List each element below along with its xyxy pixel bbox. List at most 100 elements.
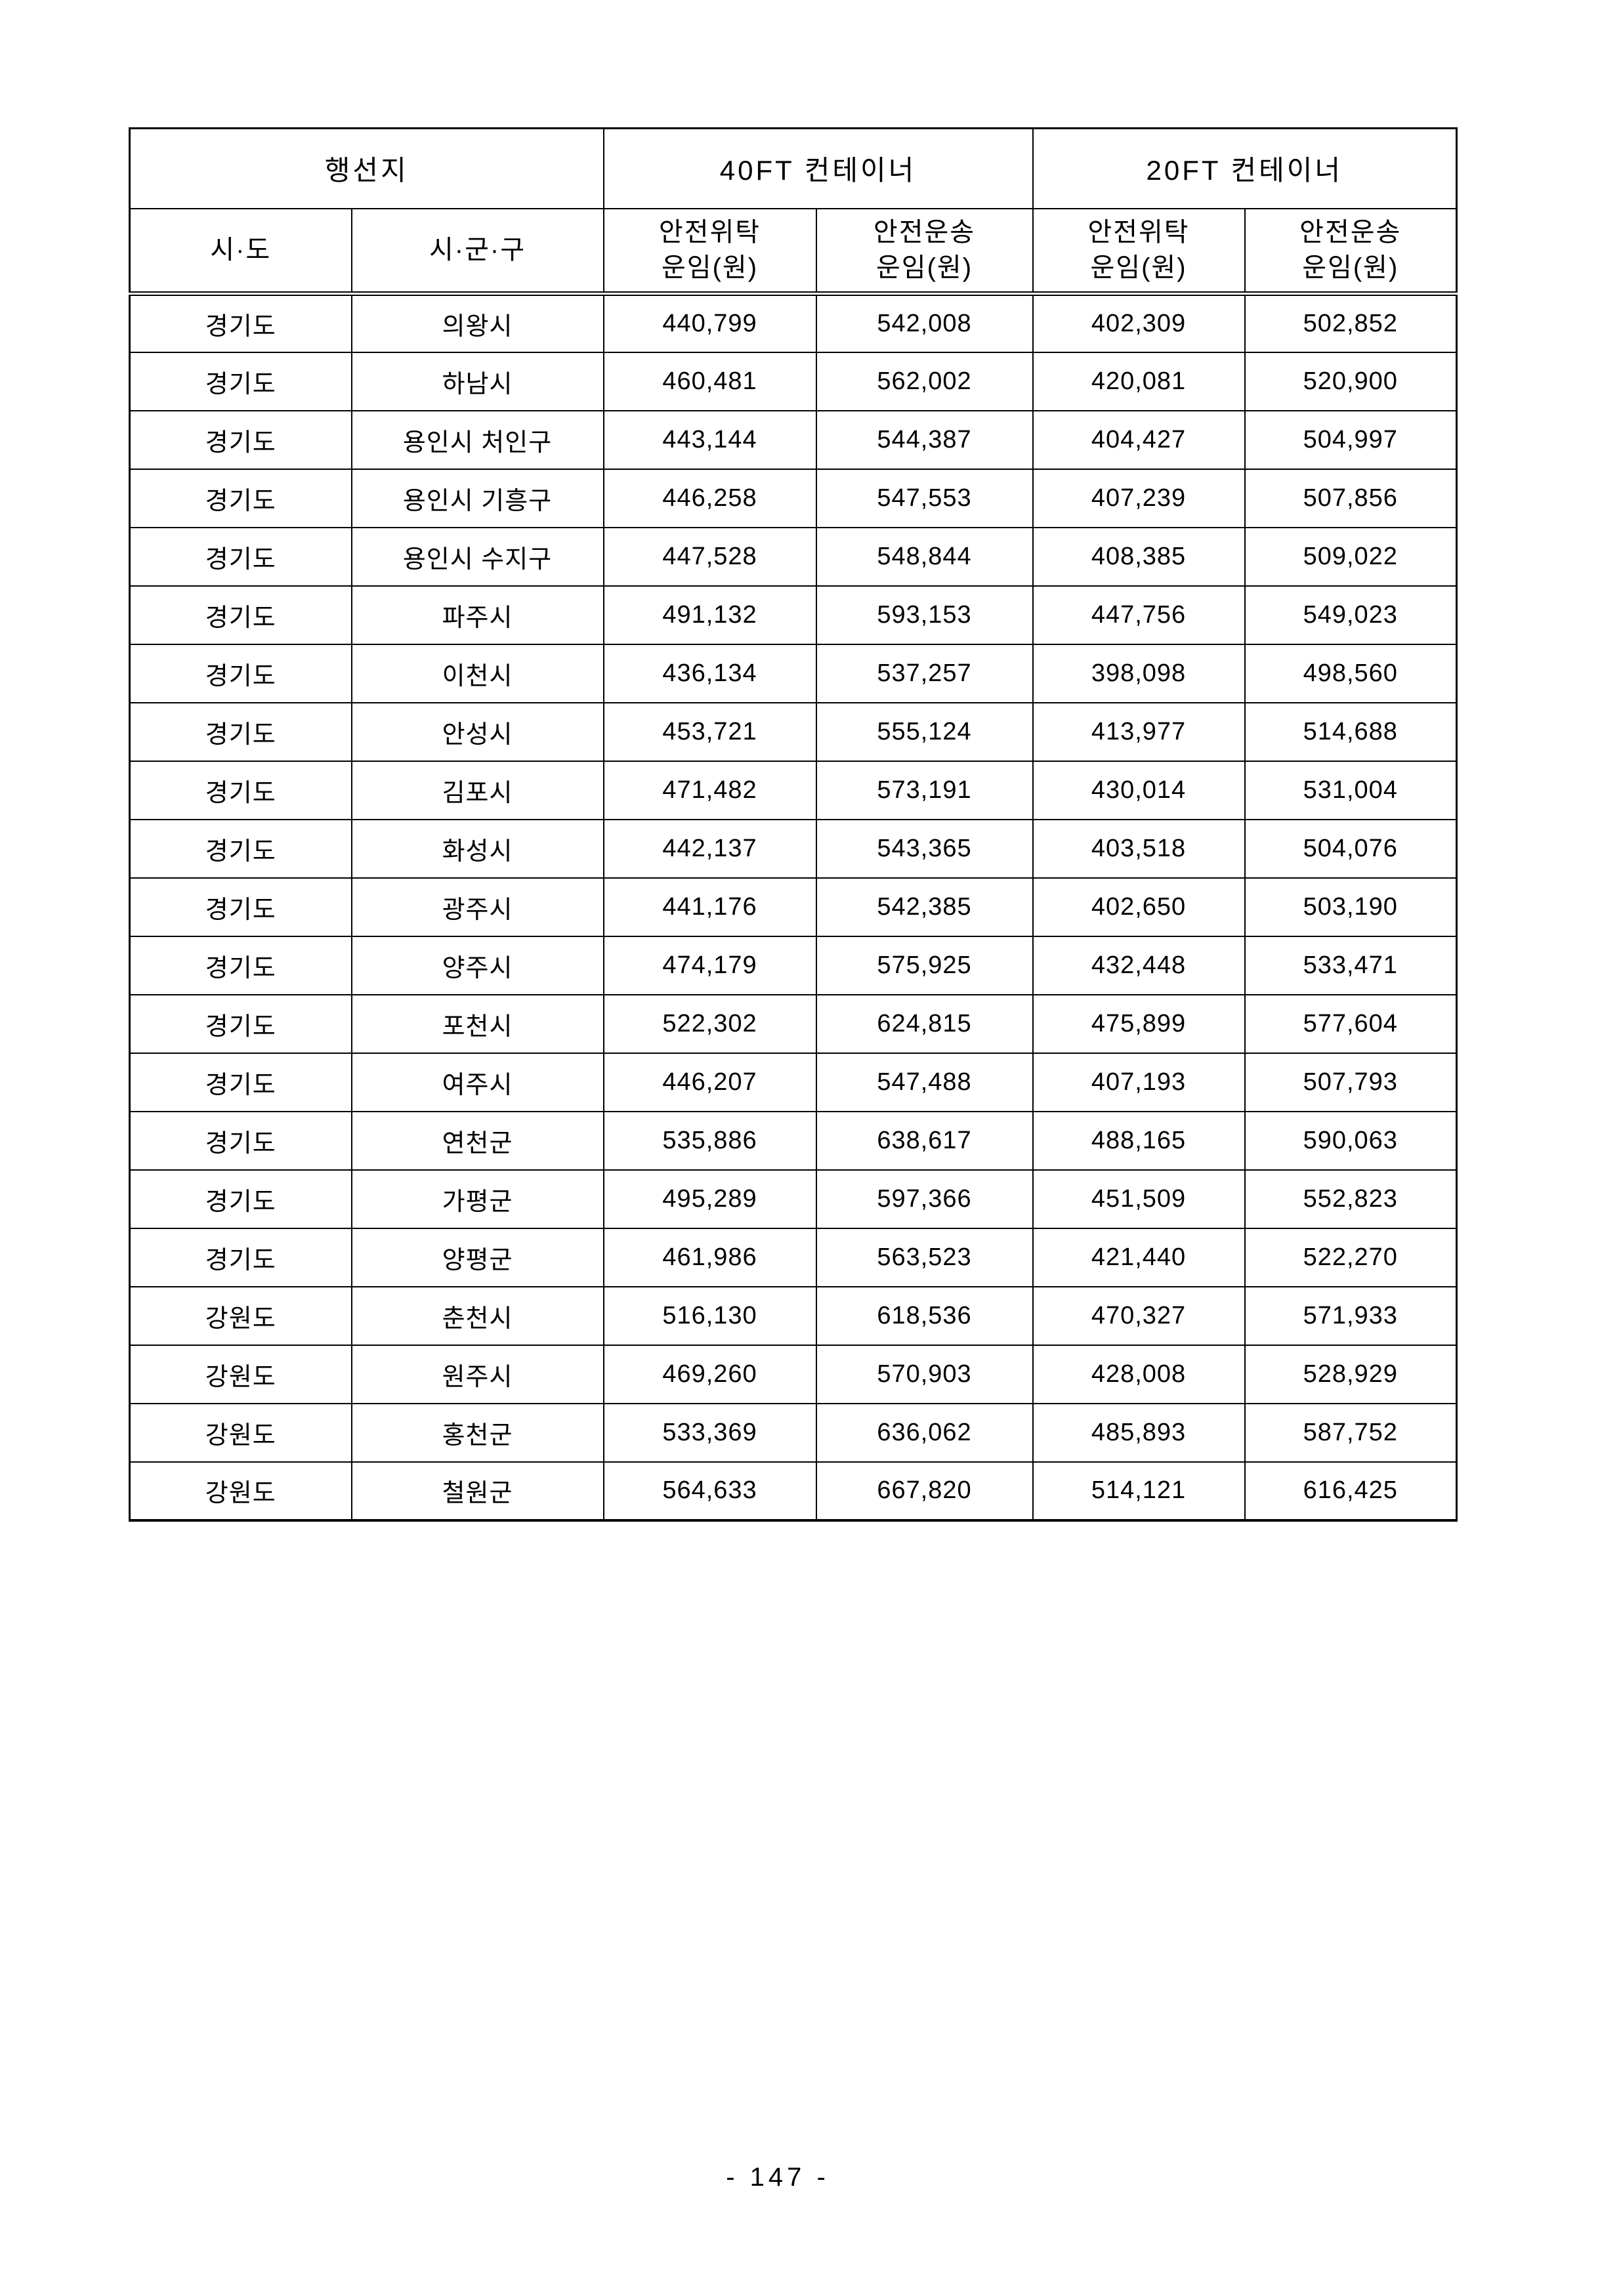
cell-sigungu: 가평군 (350, 1169, 604, 1229)
cell-sigungu: 하남시 (350, 351, 604, 411)
cell-40ft-consign-fare: 460,481 (602, 351, 817, 411)
cell-sigungu: 용인시 기흥구 (350, 468, 604, 528)
cell-20ft-consign-fare: 428,008 (1032, 1344, 1246, 1404)
header-40ft-transport-label: 안전운송 (873, 218, 976, 247)
cell-40ft-consign-fare: 495,289 (602, 1169, 817, 1229)
cell-sido: 경기도 (129, 468, 352, 528)
cell-sigungu: 파주시 (350, 585, 604, 645)
table-row: 경기도 김포시 471,482 573,191 430,014 531,004 (129, 760, 1458, 820)
cell-20ft-transport-fare: 507,793 (1244, 1052, 1458, 1112)
cell-sido: 경기도 (129, 1052, 352, 1112)
cell-sigungu: 양평군 (350, 1227, 604, 1287)
cell-20ft-consign-fare: 430,014 (1032, 760, 1246, 820)
cell-sido: 경기도 (129, 351, 352, 411)
cell-40ft-consign-fare: 461,986 (602, 1227, 817, 1287)
fare-table-body: 경기도 의왕시 440,799 542,008 402,309 502,852 경기도 하남시… (129, 293, 1458, 1521)
cell-20ft-transport-fare: 504,997 (1244, 409, 1458, 470)
header-20ft-group: 20FT 컨테이너 (1032, 127, 1458, 209)
header-20ft-transport-label: 안전운송 (1299, 218, 1402, 247)
header-20ft-consign-unit: 운임(원) (1090, 253, 1187, 283)
cell-20ft-consign-fare: 470,327 (1032, 1285, 1246, 1346)
cell-40ft-consign-fare: 474,179 (602, 935, 817, 995)
cell-40ft-consign-fare: 443,144 (602, 409, 817, 470)
table-row: 경기도 연천군 535,886 638,617 488,165 590,063 (129, 1110, 1458, 1171)
cell-sido: 강원도 (129, 1344, 352, 1404)
table-row: 강원도 원주시 469,260 570,903 428,008 528,929 (129, 1344, 1458, 1404)
cell-40ft-consign-fare: 447,528 (602, 526, 817, 587)
cell-40ft-transport-fare: 593,153 (815, 585, 1034, 645)
cell-40ft-transport-fare: 573,191 (815, 760, 1034, 820)
header-20ft-consign-label: 안전위탁 (1087, 218, 1190, 247)
header-20ft-transport-unit: 운임(원) (1302, 253, 1399, 283)
header-40ft-consign-fare: 안전위탁 운임(원) (602, 207, 817, 296)
table-row: 강원도 춘천시 516,130 618,536 470,327 571,933 (129, 1285, 1458, 1346)
cell-40ft-transport-fare: 618,536 (815, 1285, 1034, 1346)
table-row: 경기도 가평군 495,289 597,366 451,509 552,823 (129, 1169, 1458, 1229)
cell-40ft-consign-fare: 442,137 (602, 818, 817, 879)
table-row: 경기도 용인시 처인구 443,144 544,387 404,427 504,997 (129, 409, 1458, 470)
cell-40ft-transport-fare: 563,523 (815, 1227, 1034, 1287)
cell-40ft-transport-fare: 562,002 (815, 351, 1034, 411)
cell-20ft-transport-fare: 571,933 (1244, 1285, 1458, 1346)
table-row: 강원도 홍천군 533,369 636,062 485,893 587,752 (129, 1402, 1458, 1463)
cell-40ft-transport-fare: 667,820 (815, 1461, 1034, 1521)
cell-20ft-transport-fare: 520,900 (1244, 351, 1458, 411)
cell-20ft-transport-fare: 528,929 (1244, 1344, 1458, 1404)
table-row: 경기도 파주시 491,132 593,153 447,756 549,023 (129, 585, 1458, 645)
cell-sigungu: 의왕시 (350, 293, 604, 353)
cell-20ft-consign-fare: 407,193 (1032, 1052, 1246, 1112)
container-fare-table: 행선지 40FT 컨테이너 20FT 컨테이너 시·도 시·군·구 안전위탁 운… (129, 127, 1458, 1522)
cell-20ft-consign-fare: 432,448 (1032, 935, 1246, 995)
cell-sigungu: 여주시 (350, 1052, 604, 1112)
cell-20ft-consign-fare: 475,899 (1032, 993, 1246, 1054)
cell-sido: 경기도 (129, 1110, 352, 1171)
cell-sigungu: 홍천군 (350, 1402, 604, 1463)
cell-sido: 경기도 (129, 409, 352, 470)
cell-20ft-transport-fare: 498,560 (1244, 643, 1458, 703)
header-40ft-consign-label: 안전위탁 (658, 218, 761, 247)
table-row: 경기도 용인시 기흥구 446,258 547,553 407,239 507,856 (129, 468, 1458, 528)
table-row: 경기도 화성시 442,137 543,365 403,518 504,076 (129, 818, 1458, 879)
cell-sigungu: 용인시 처인구 (350, 409, 604, 470)
cell-40ft-consign-fare: 533,369 (602, 1402, 817, 1463)
cell-20ft-transport-fare: 504,076 (1244, 818, 1458, 879)
table-row: 경기도 양주시 474,179 575,925 432,448 533,471 (129, 935, 1458, 995)
header-40ft-transport-unit: 운임(원) (875, 253, 973, 283)
cell-20ft-transport-fare: 522,270 (1244, 1227, 1458, 1287)
header-sigungu: 시·군·구 (350, 207, 604, 296)
cell-20ft-transport-fare: 533,471 (1244, 935, 1458, 995)
header-40ft-consign-unit: 운임(원) (661, 253, 759, 283)
cell-20ft-transport-fare: 509,022 (1244, 526, 1458, 587)
cell-20ft-consign-fare: 451,509 (1032, 1169, 1246, 1229)
cell-sido: 경기도 (129, 526, 352, 587)
cell-40ft-consign-fare: 491,132 (602, 585, 817, 645)
cell-20ft-consign-fare: 403,518 (1032, 818, 1246, 879)
cell-20ft-consign-fare: 413,977 (1032, 701, 1246, 762)
cell-40ft-consign-fare: 469,260 (602, 1344, 817, 1404)
cell-20ft-consign-fare: 514,121 (1032, 1461, 1246, 1521)
cell-40ft-consign-fare: 471,482 (602, 760, 817, 820)
cell-sido: 경기도 (129, 935, 352, 995)
cell-40ft-transport-fare: 636,062 (815, 1402, 1034, 1463)
cell-sido: 경기도 (129, 993, 352, 1054)
cell-20ft-consign-fare: 398,098 (1032, 643, 1246, 703)
cell-sido: 경기도 (129, 585, 352, 645)
cell-40ft-transport-fare: 537,257 (815, 643, 1034, 703)
cell-sigungu: 김포시 (350, 760, 604, 820)
cell-20ft-consign-fare: 488,165 (1032, 1110, 1246, 1171)
cell-20ft-transport-fare: 549,023 (1244, 585, 1458, 645)
cell-sigungu: 원주시 (350, 1344, 604, 1404)
cell-20ft-transport-fare: 503,190 (1244, 877, 1458, 937)
cell-20ft-consign-fare: 408,385 (1032, 526, 1246, 587)
header-20ft-transport-fare: 안전운송 운임(원) (1244, 207, 1458, 296)
header-40ft-group: 40FT 컨테이너 (602, 127, 1034, 209)
table-header-columns-row: 시·도 시·군·구 안전위탁 운임(원) 안전운송 운임(원) 안전위탁 운임(… (129, 207, 1458, 296)
cell-40ft-transport-fare: 575,925 (815, 935, 1034, 995)
cell-40ft-consign-fare: 440,799 (602, 293, 817, 353)
cell-sigungu: 용인시 수지구 (350, 526, 604, 587)
cell-sido: 강원도 (129, 1461, 352, 1521)
table-row: 경기도 용인시 수지구 447,528 548,844 408,385 509,022 (129, 526, 1458, 587)
cell-20ft-transport-fare: 577,604 (1244, 993, 1458, 1054)
table-header-group-row: 행선지 40FT 컨테이너 20FT 컨테이너 (129, 127, 1458, 209)
